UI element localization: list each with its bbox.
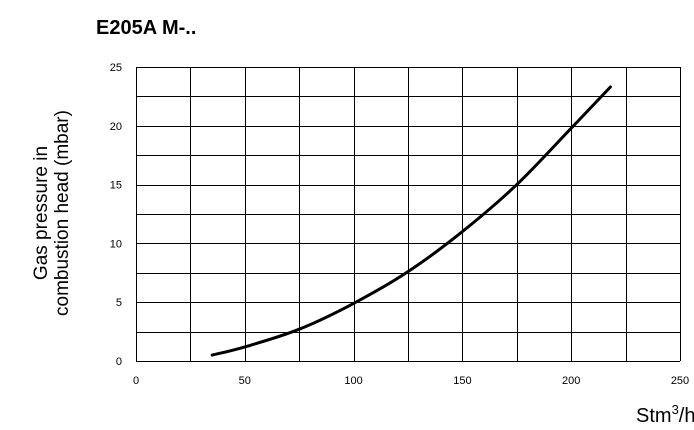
y-tick-label-4: 20: [110, 121, 122, 133]
x-axis-unit-label: Stm3/h: [636, 402, 694, 428]
gridlines: [136, 67, 681, 362]
y-tick-label-5: 25: [110, 62, 122, 74]
x-tick-label-5: 250: [671, 375, 689, 387]
x-axis-unit-superscript: 3: [671, 402, 679, 417]
x-tick-label-2: 100: [344, 375, 362, 387]
tick-labels: 0 50 100 150 200 250 0 5 10 15 20 25: [110, 62, 689, 387]
y-tick-label-2: 10: [110, 238, 122, 250]
x-tick-label-3: 150: [453, 375, 471, 387]
x-tick-label-4: 200: [562, 375, 580, 387]
y-tick-label-3: 15: [110, 180, 122, 192]
x-tick-label-0: 0: [133, 375, 139, 387]
y-tick-label-0: 0: [116, 356, 122, 368]
x-axis-unit-base: Stm: [636, 405, 672, 427]
series-layer: [210, 85, 612, 357]
x-tick-label-1: 50: [239, 375, 251, 387]
chart-title: E205A M-..: [96, 17, 197, 39]
series-line-0: [210, 85, 612, 357]
x-axis-unit-suffix: /h: [678, 405, 694, 427]
y-tick-label-1: 5: [116, 297, 122, 309]
